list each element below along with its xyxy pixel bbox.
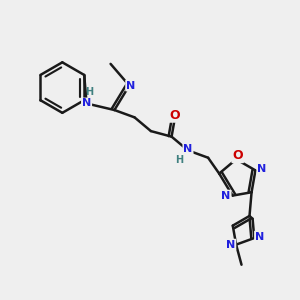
Text: H: H	[85, 87, 93, 97]
Text: O: O	[232, 149, 243, 162]
Text: O: O	[169, 109, 180, 122]
Text: H: H	[176, 155, 184, 165]
Text: N: N	[257, 164, 267, 174]
Text: N: N	[221, 190, 231, 201]
Text: N: N	[183, 144, 193, 154]
Text: N: N	[126, 81, 135, 91]
Text: N: N	[226, 240, 236, 250]
Text: N: N	[255, 232, 264, 242]
Text: N: N	[82, 98, 91, 109]
